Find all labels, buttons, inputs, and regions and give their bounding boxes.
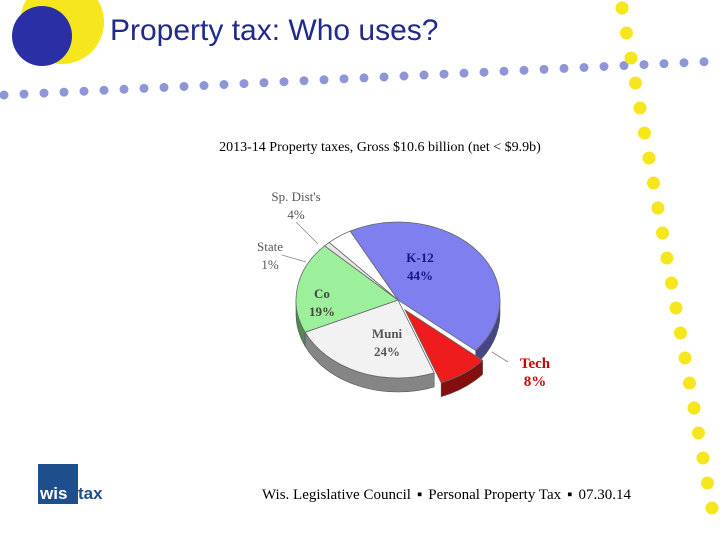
slide-title: Property tax: Who uses? (110, 14, 439, 47)
logo-text-tax: tax (78, 484, 103, 503)
yellow-dot-decoration (651, 201, 665, 215)
chart-title: 2013-14 Property taxes, Gross $10.6 bill… (219, 140, 541, 155)
dot-decoration (339, 74, 349, 84)
dot-decoration (699, 57, 709, 67)
slice-label-state: State (257, 239, 283, 254)
yellow-dot-decoration (692, 426, 705, 440)
logo-text-wis: wis (40, 484, 68, 503)
dot-decoration (0, 90, 9, 100)
footer-topic: Personal Property Tax (428, 487, 562, 503)
pie-slice-co (295, 245, 399, 333)
yellow-dot-decoration (620, 26, 633, 40)
leader-line-tech (491, 351, 509, 363)
dot-decoration (499, 66, 509, 76)
dot-decoration (179, 81, 189, 91)
dot-decoration (559, 63, 569, 73)
slice-value-muni: 24% (374, 344, 400, 359)
yellow-dot-decoration (678, 351, 692, 365)
yellow-dot-decoration (683, 376, 696, 390)
blue-circle-decoration (12, 6, 72, 66)
yellow-dot-decoration (656, 226, 669, 240)
slice-label-tech: Tech (520, 356, 551, 372)
pie-slice-k-12 (349, 221, 501, 352)
yellow-dot-decoration (647, 176, 660, 190)
dot-decoration (19, 89, 29, 99)
leader-line-sp-dists (295, 221, 319, 245)
horizontal-dot-row (0, 57, 709, 100)
slice-label-sp-dist-s: Sp. Dist's (271, 189, 320, 204)
dot-decoration (299, 76, 309, 86)
yellow-dot-decoration (642, 151, 656, 165)
dot-decoration (379, 72, 389, 82)
yellow-dot-decoration (665, 276, 678, 290)
slice-value-tech: 8% (524, 374, 547, 390)
dot-decoration (219, 80, 229, 90)
pie-slice-muni (304, 299, 435, 379)
dot-decoration (399, 71, 409, 81)
dot-decoration (319, 75, 329, 85)
dot-decoration (599, 62, 609, 71)
slice-label-co: Co (314, 286, 330, 301)
yellow-dot-decoration (705, 501, 719, 515)
dot-decoration (199, 81, 209, 90)
dot-decoration (439, 69, 449, 79)
slice-label-k-12: K-12 (406, 250, 433, 265)
dot-decoration (619, 61, 629, 71)
slice-value-sp-dist-s: 4% (287, 207, 305, 222)
footer-separator: ▪ (567, 487, 573, 503)
pie-slice-tech (403, 308, 484, 384)
dot-decoration (99, 85, 109, 95)
slice-value-co: 19% (309, 304, 335, 319)
yellow-dot-decoration (701, 476, 714, 490)
yellow-dot-decoration (674, 326, 687, 340)
dot-decoration (539, 64, 549, 74)
dot-decoration (259, 78, 269, 88)
dot-decoration (419, 70, 429, 80)
slice-value-k-12: 44% (407, 268, 433, 283)
yellow-dot-decoration (638, 126, 651, 140)
slice-label-muni: Muni (372, 326, 403, 341)
wistax-logo: wis tax (38, 464, 118, 504)
yellow-dot-decoration (687, 401, 701, 415)
dot-decoration (679, 58, 689, 68)
footer-separator: ▪ (416, 487, 423, 503)
dot-decoration (479, 67, 489, 77)
yellow-dot-decoration (615, 1, 629, 15)
yellow-dot-decoration (669, 301, 683, 315)
footer: Wis. Legislative Council ▪ Personal Proper… (262, 487, 631, 504)
dot-decoration (659, 59, 669, 69)
dot-decoration (519, 65, 529, 75)
dot-decoration (579, 62, 589, 72)
dot-decoration (79, 86, 89, 96)
yellow-dot-decoration (629, 76, 642, 90)
slice-value-state: 1% (261, 257, 279, 272)
yellow-dot-decoration (633, 101, 647, 115)
logo-mark (38, 464, 78, 504)
footer-date: 07.30.14 (578, 487, 631, 503)
dot-decoration (639, 60, 649, 70)
dot-decoration (119, 84, 129, 94)
vertical-dot-column (615, 1, 719, 515)
dot-decoration (139, 83, 149, 93)
yellow-dot-decoration (660, 251, 674, 265)
pie-slice-sp-dist-s (328, 230, 399, 301)
dot-decoration (59, 87, 69, 97)
yellow-dot-decoration (696, 451, 710, 465)
dot-decoration (279, 77, 289, 87)
dot-decoration (459, 68, 469, 78)
dot-decoration (239, 79, 249, 89)
footer-org: Wis. Legislative Council (262, 487, 411, 503)
dot-decoration (39, 88, 49, 98)
dot-decoration (359, 73, 369, 83)
leader-line-state (281, 254, 307, 263)
yellow-dot-decoration (624, 51, 638, 65)
dot-decoration (159, 82, 169, 92)
